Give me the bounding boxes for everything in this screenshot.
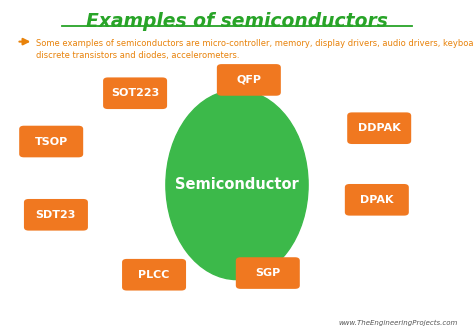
FancyBboxPatch shape xyxy=(19,126,83,158)
Text: SOT223: SOT223 xyxy=(111,88,159,98)
Text: SDT23: SDT23 xyxy=(36,210,76,220)
Text: www.TheEngineeringProjects.com: www.TheEngineeringProjects.com xyxy=(338,320,457,326)
Text: DPAK: DPAK xyxy=(360,195,393,205)
Text: Examples of semiconductors: Examples of semiconductors xyxy=(86,12,388,31)
Text: Semiconductor: Semiconductor xyxy=(175,177,299,192)
FancyBboxPatch shape xyxy=(103,78,167,109)
FancyBboxPatch shape xyxy=(122,259,186,290)
Text: QFP: QFP xyxy=(237,75,261,85)
FancyBboxPatch shape xyxy=(24,199,88,230)
FancyBboxPatch shape xyxy=(347,113,411,144)
Text: Some examples of semiconductors are micro-controller, memory, display drivers, a: Some examples of semiconductors are micr… xyxy=(36,39,474,61)
Text: DDPAK: DDPAK xyxy=(358,123,401,133)
FancyBboxPatch shape xyxy=(217,64,281,96)
FancyBboxPatch shape xyxy=(236,257,300,289)
Text: TSOP: TSOP xyxy=(35,137,68,147)
FancyBboxPatch shape xyxy=(345,184,409,216)
Text: PLCC: PLCC xyxy=(138,270,170,280)
Ellipse shape xyxy=(166,90,308,280)
Text: SGP: SGP xyxy=(255,268,281,278)
